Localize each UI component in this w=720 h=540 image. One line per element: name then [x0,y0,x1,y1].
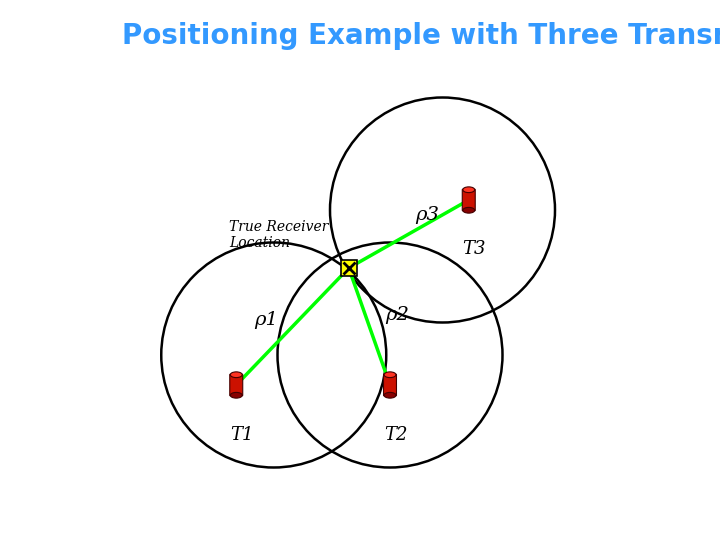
Text: ρ1: ρ1 [254,311,278,329]
Text: Positioning Example with Three Transmitters: Positioning Example with Three Transmitt… [122,22,720,50]
Ellipse shape [463,207,474,213]
FancyBboxPatch shape [462,189,475,211]
Text: T1: T1 [230,426,253,443]
Text: ρ2: ρ2 [386,306,410,324]
Ellipse shape [230,372,242,377]
FancyBboxPatch shape [230,374,243,396]
Ellipse shape [384,372,396,377]
Text: T2: T2 [384,426,407,443]
Text: ρ3: ρ3 [415,206,439,224]
Ellipse shape [230,393,242,398]
Ellipse shape [463,187,474,193]
Text: T3: T3 [462,240,486,259]
FancyBboxPatch shape [384,374,397,396]
Ellipse shape [384,393,396,398]
Text: True Receiver
Location: True Receiver Location [229,220,328,250]
